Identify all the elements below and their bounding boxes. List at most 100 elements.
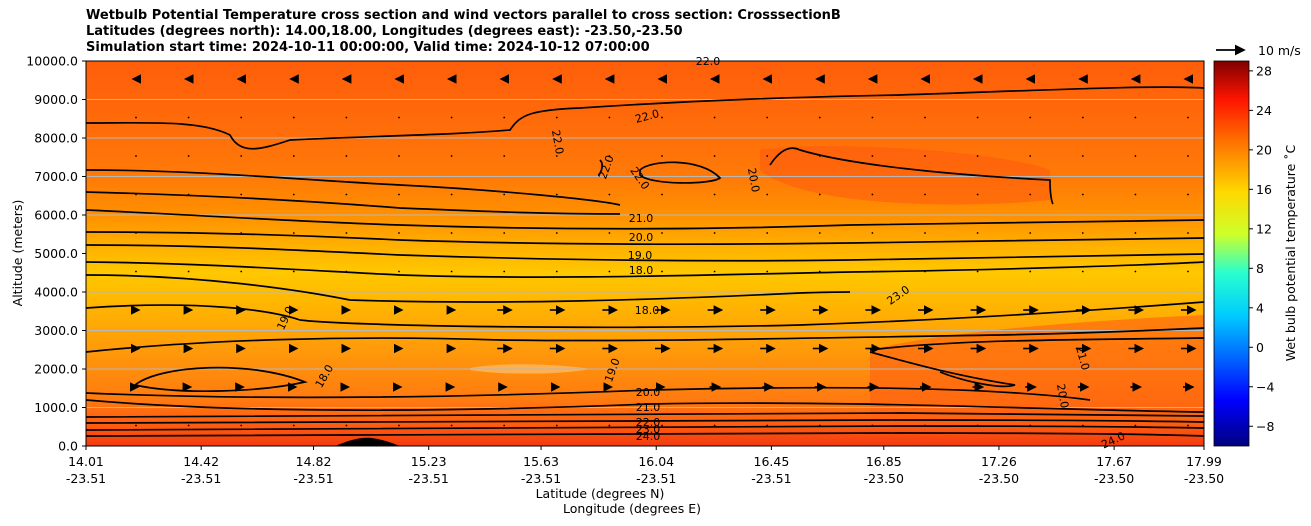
wind-vector — [766, 270, 769, 273]
wind-vector — [976, 232, 979, 234]
wind-vector — [871, 232, 874, 234]
x-tick-lon: -23.50 — [864, 471, 904, 486]
contour-label: 22.0 — [634, 107, 661, 126]
colorbar-tick-label: −8 — [1256, 419, 1274, 434]
wind-vector — [661, 155, 663, 157]
wind-vector — [661, 116, 663, 119]
wind-vector — [135, 232, 137, 234]
wind-vector — [713, 193, 716, 196]
colorbar-tick-label: 20 — [1256, 142, 1272, 157]
wind-vector — [924, 232, 926, 234]
y-tick-label: 3000.0 — [34, 323, 78, 338]
wind-vector — [1187, 155, 1189, 157]
colorbar-tick-label: 24 — [1256, 103, 1272, 118]
colorbar — [1213, 60, 1250, 447]
x-tick-lon: -23.51 — [293, 471, 333, 486]
wind-vector — [555, 232, 558, 234]
wind-vector — [1029, 116, 1032, 119]
wind-vector — [187, 155, 190, 157]
wind-vector — [818, 270, 821, 273]
wind-vector — [292, 232, 295, 234]
wind-vector — [1134, 155, 1137, 157]
colorbar-tick-label: 12 — [1256, 221, 1272, 236]
wind-vector — [661, 232, 663, 234]
wind-vector — [1029, 193, 1032, 196]
x-axis: 14.01 -23.51 14.42 -23.51 14.82 -23.51 15.23 -2… — [66, 446, 1224, 486]
contour-label: 22.0 — [696, 55, 721, 68]
wind-vector — [608, 270, 611, 273]
wind-vector — [766, 232, 769, 234]
wind-vector — [661, 270, 663, 273]
wind-vector — [713, 270, 716, 273]
wind-vector — [924, 424, 926, 427]
wind-vector — [450, 116, 453, 119]
y-axis-label: Altitude (meters) — [10, 200, 25, 307]
wind-vector — [240, 270, 243, 273]
contour-label: 21.0 — [1073, 345, 1092, 372]
wind-vector — [450, 232, 453, 234]
wind-vector — [398, 155, 400, 157]
colorbar-tick-label: 4 — [1256, 300, 1264, 315]
wind-vector — [608, 232, 611, 234]
x-axis-label: Latitude (degrees N) — [536, 486, 665, 501]
wind-vector — [1187, 193, 1189, 196]
wind-vector — [976, 270, 979, 273]
contour-label: 20.0 — [1054, 383, 1071, 409]
wind-vector — [1187, 116, 1189, 119]
x-axis-label-2: Longitude (degrees E) — [563, 501, 701, 516]
contour-label: 19.0 — [628, 249, 653, 262]
colorbar-label: Wet bulb potential temperature ˚C — [1283, 144, 1298, 361]
warm-region-upper — [760, 146, 1050, 205]
contour-label: 18.0 — [629, 264, 654, 277]
colorbar-ticks: −8 −4 0 4 8 12 16 20 24 28 — [1249, 63, 1274, 434]
contour-label: 20.0 — [629, 231, 654, 244]
x-tick-lat: 16.85 — [866, 454, 902, 469]
y-tick-label: 10000.0 — [26, 54, 78, 69]
wind-vector — [818, 155, 821, 157]
contour-label: 20.0 — [745, 167, 762, 193]
y-tick-label: 0.0 — [58, 439, 78, 454]
wind-vector — [1134, 424, 1137, 427]
wind-vector — [187, 232, 190, 234]
contour-label: 20.0 — [636, 386, 661, 399]
y-tick-label: 6000.0 — [34, 208, 78, 223]
wind-vector — [292, 116, 295, 119]
y-axis: 0.0 1000.0 2000.0 3000.0 4000.0 5000.0 6000.0 7… — [26, 54, 86, 454]
title-line-1: Wetbulb Potential Temperature cross sect… — [86, 8, 841, 23]
wind-vector — [1081, 155, 1084, 157]
y-tick-label: 4000.0 — [34, 285, 78, 300]
x-tick-lon: -23.51 — [521, 471, 561, 486]
wind-vector — [713, 424, 716, 427]
y-tick-label: 8000.0 — [34, 131, 78, 146]
wind-vector — [135, 270, 137, 273]
wind-vector — [924, 116, 926, 119]
wind-vector — [345, 116, 348, 119]
wind-vector — [1029, 155, 1032, 157]
wind-vector — [555, 193, 558, 196]
colorbar-tick-label: 16 — [1256, 182, 1272, 197]
wind-vector — [818, 424, 821, 427]
wind-vector — [608, 193, 611, 196]
wind-vector — [976, 155, 979, 157]
x-tick-lat: 16.04 — [638, 454, 674, 469]
wind-vector — [555, 116, 558, 119]
wind-vector — [187, 424, 190, 427]
wind-vector — [187, 270, 190, 273]
wind-vector — [766, 424, 769, 427]
wind-vector — [240, 232, 243, 234]
y-tick-label: 1000.0 — [34, 400, 78, 415]
colorbar-tick-label: 0 — [1256, 340, 1264, 355]
y-tick-label: 5000.0 — [34, 246, 78, 261]
wind-vector — [713, 155, 716, 157]
wind-vector — [713, 116, 716, 119]
wind-vector — [1134, 116, 1137, 119]
wind-vector — [135, 155, 137, 157]
contour-label: 24.0 — [636, 430, 661, 443]
wind-vector — [1081, 116, 1084, 119]
wind-vector — [555, 155, 558, 157]
contour-label: 22.0 — [636, 416, 661, 429]
y-tick-label: 2000.0 — [34, 362, 78, 377]
x-tick-lat: 17.26 — [981, 454, 1017, 469]
wind-vector — [608, 424, 611, 427]
y-tick-label: 9000.0 — [34, 92, 78, 107]
